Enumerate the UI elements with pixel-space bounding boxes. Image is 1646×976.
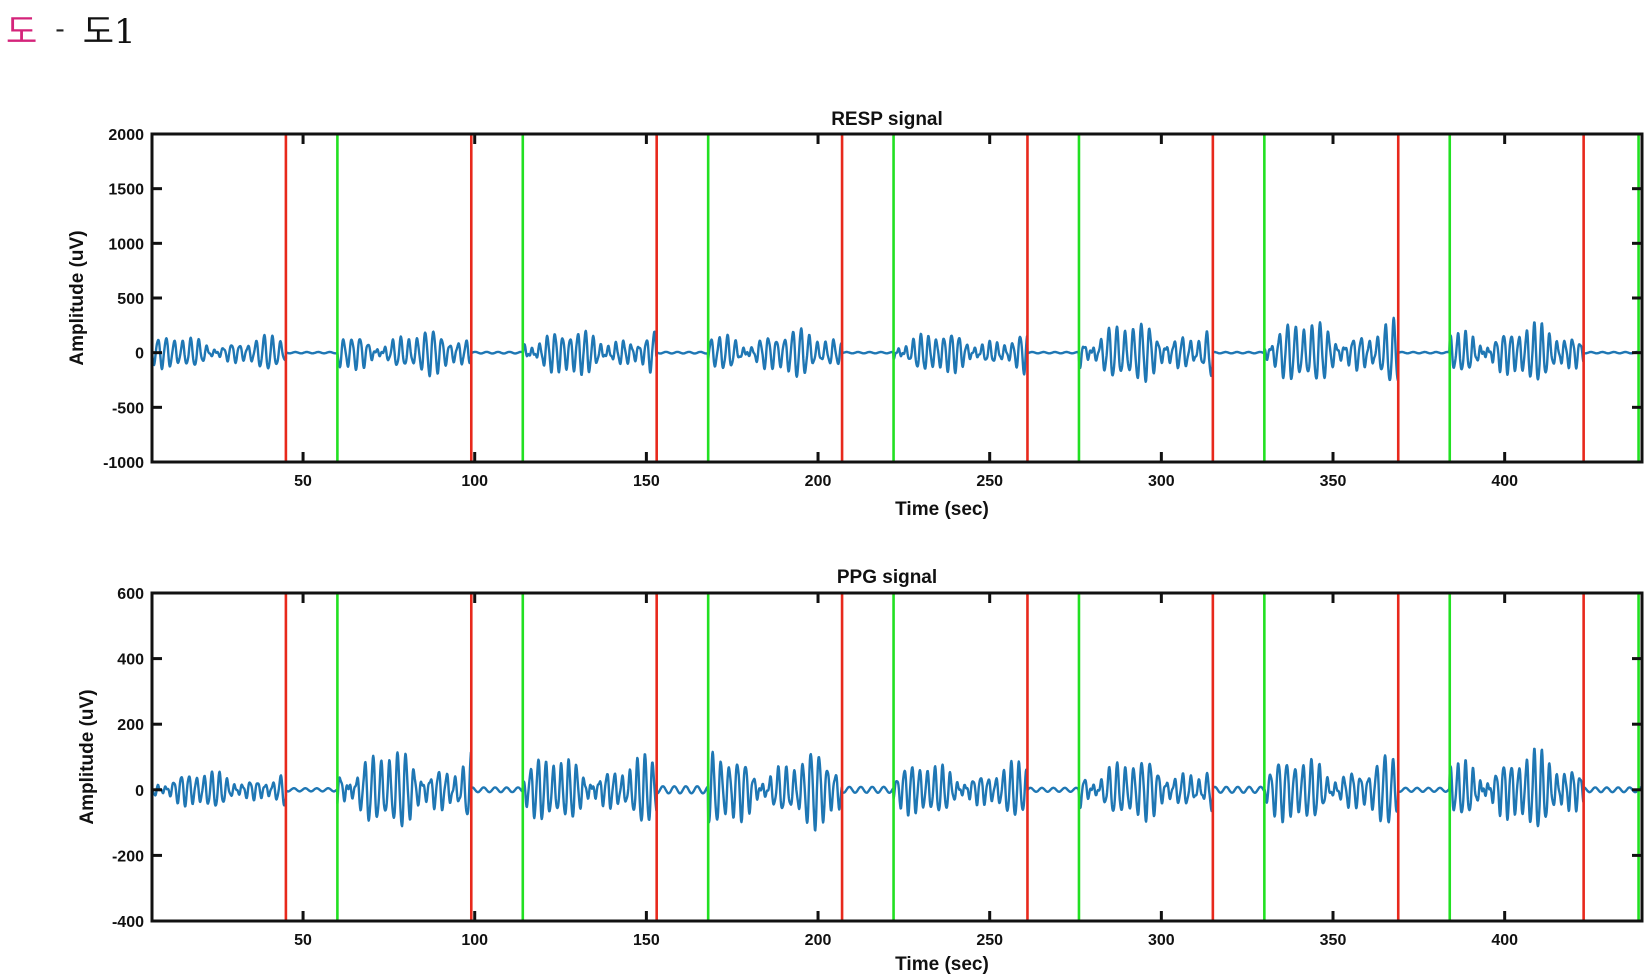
chart-title: RESP signal bbox=[831, 109, 943, 130]
x-tick-label: 50 bbox=[294, 932, 312, 949]
x-tick-label: 350 bbox=[1320, 932, 1347, 949]
y-tick-label: 0 bbox=[135, 783, 144, 800]
chart-ppg: PPG signal 50 100 150 200 250 300 350 400 -400 -20… bbox=[77, 567, 1642, 975]
x-tick-label: 300 bbox=[1148, 932, 1175, 949]
y-tick-label: 2000 bbox=[108, 127, 144, 144]
y-tick-label: -1000 bbox=[103, 455, 144, 472]
y-tick-label: 200 bbox=[117, 717, 144, 734]
x-tick-label: 100 bbox=[461, 932, 488, 949]
plot-frame bbox=[152, 134, 1642, 462]
y-tick-label: -400 bbox=[112, 914, 144, 931]
x-tick-label: 150 bbox=[633, 932, 660, 949]
chart-resp: RESP signal 50 100 150 200 250 300 350 400 -1000 -… bbox=[67, 109, 1642, 520]
signal-line bbox=[152, 749, 1642, 831]
x-tick-label: 350 bbox=[1320, 473, 1347, 490]
y-axis-label: Amplitude (uV) bbox=[77, 689, 98, 824]
x-axis-label: Time (sec) bbox=[895, 954, 989, 975]
y-tick-label: 500 bbox=[117, 291, 144, 308]
y-tick-label: 1500 bbox=[108, 182, 144, 199]
plot-frame bbox=[152, 593, 1642, 921]
x-axis-label: Time (sec) bbox=[895, 499, 989, 520]
signal-line bbox=[152, 318, 1642, 382]
y-tick-label: 1000 bbox=[108, 236, 144, 253]
y-tick-label: 0 bbox=[135, 346, 144, 363]
y-tick-label: -200 bbox=[112, 848, 144, 865]
x-tick-label: 300 bbox=[1148, 473, 1175, 490]
x-tick-label: 400 bbox=[1491, 932, 1518, 949]
y-tick-label: 400 bbox=[117, 652, 144, 669]
x-tick-label: 400 bbox=[1491, 473, 1518, 490]
x-tick-label: 50 bbox=[294, 473, 312, 490]
x-tick-label: 250 bbox=[976, 473, 1003, 490]
chart-title: PPG signal bbox=[837, 567, 937, 588]
x-tick-label: 150 bbox=[633, 473, 660, 490]
x-tick-label: 100 bbox=[461, 473, 488, 490]
y-axis-label: Amplitude (uV) bbox=[67, 230, 88, 365]
x-tick-label: 250 bbox=[976, 932, 1003, 949]
y-tick-label: 600 bbox=[117, 586, 144, 603]
x-tick-label: 200 bbox=[805, 473, 832, 490]
y-tick-label: -500 bbox=[112, 400, 144, 417]
x-tick-label: 200 bbox=[805, 932, 832, 949]
